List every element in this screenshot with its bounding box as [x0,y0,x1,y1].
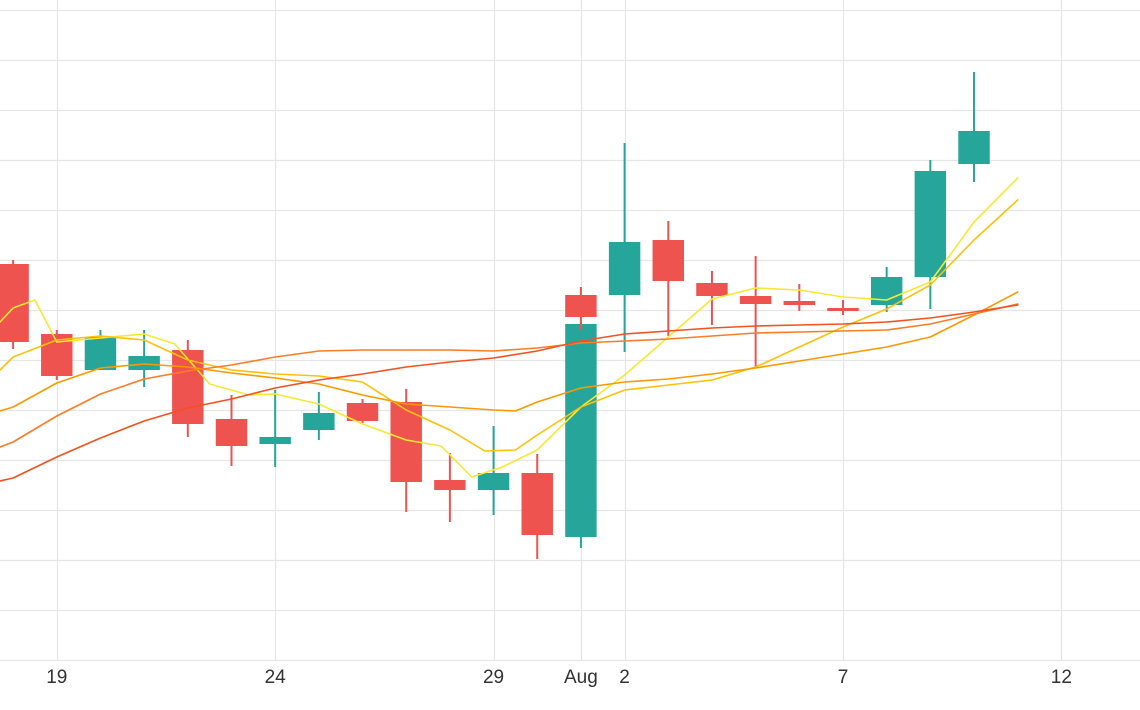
candle-07-26 [346,399,379,423]
candle-body [870,277,903,305]
moving-average-lines [0,177,1019,482]
candle-07-27 [390,389,422,512]
candle-body [608,242,641,295]
candle-07-25 [303,392,335,440]
candle-body [0,264,29,342]
candle-body [128,356,160,370]
ma-line-4 [0,303,1019,448]
candle-08-01 [565,287,597,330]
candle-07-28 [434,453,466,522]
candle-08-10 [958,72,990,182]
candle-body [215,419,248,446]
candle-body [521,473,553,535]
ma-line-1 [0,177,1019,478]
candle-08-04 [696,271,728,325]
x-tick-label: 2 [619,667,630,688]
candle-body [565,324,597,537]
candle-body [696,283,728,296]
candle-07-24 [259,390,291,467]
candle-body [84,337,117,370]
candle-body [652,240,684,281]
x-axis: 19 24 29 Aug 2 7 12 [46,667,1072,688]
candle-body [303,413,335,430]
candle-body [565,295,597,317]
candle-body [783,301,816,305]
x-tick-label: 24 [265,667,287,688]
candle-07-23 [215,395,248,466]
candle-body [259,437,291,444]
candle-body [172,350,204,424]
x-tick-label: 12 [1051,667,1072,688]
candle-body [346,403,379,421]
candle-body [827,308,859,311]
candle-07-18 [0,260,29,349]
ma-line-3 [0,291,1019,412]
candle-08-05 [739,256,772,367]
candle-body [958,131,990,164]
candle-08-09 [914,160,947,309]
candle-08-07 [827,300,859,315]
candle-body [914,171,947,277]
candle-07-30 [521,454,553,559]
x-tick-label: 19 [46,667,67,688]
ma-line-5 [0,304,1019,482]
candle-body [434,480,466,490]
candle-08-02 [608,143,641,352]
candle-08-06 [783,284,816,311]
x-tick-label: Aug [564,667,598,688]
x-tick-label: 29 [483,667,504,688]
ma-line-2 [0,199,1019,452]
candle-body [477,473,510,490]
candle-body [739,296,772,304]
x-tick-label: 7 [838,667,849,688]
candle-07-31 [565,322,597,548]
candle-07-19 [41,330,73,380]
candle-08-08 [870,267,903,312]
candle-08-03 [652,221,684,336]
candle-07-20 [84,330,117,370]
